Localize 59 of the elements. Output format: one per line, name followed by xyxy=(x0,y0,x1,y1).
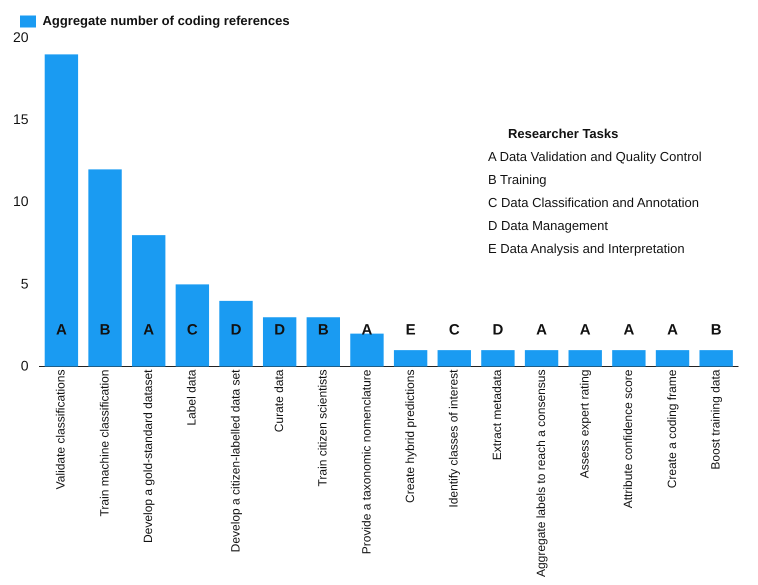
data-label: D xyxy=(492,322,504,339)
x-tick-label: Create hybrid predictions xyxy=(402,370,417,503)
annotation: C Data Classification and Annotation xyxy=(488,194,700,212)
data-label: D xyxy=(230,322,242,339)
bar xyxy=(394,350,428,367)
data-label: A xyxy=(536,322,548,339)
bar xyxy=(176,284,210,367)
bar xyxy=(568,350,602,367)
y-tick-label: 0 xyxy=(20,357,29,374)
data-label: A xyxy=(56,322,67,339)
bar xyxy=(132,235,166,367)
annotation: Researcher Tasks xyxy=(507,125,620,143)
data-label: A xyxy=(580,322,591,339)
x-tick-label: Boost training data xyxy=(708,369,722,470)
bar xyxy=(481,350,515,367)
annotation: A Data Validation and Quality Control xyxy=(488,148,702,166)
data-label: C xyxy=(186,322,198,339)
bar xyxy=(350,334,384,367)
bar xyxy=(524,350,558,367)
bar xyxy=(219,300,253,367)
data-label: B xyxy=(100,322,111,339)
x-tick-label: Curate data xyxy=(272,369,286,432)
data-label: A xyxy=(143,322,154,339)
y-tick-label: 15 xyxy=(12,110,29,127)
data-label: B xyxy=(710,322,722,339)
x-tick-label: Label data xyxy=(184,369,199,426)
x-tick-label: Validate classifications xyxy=(54,370,68,490)
data-label: E xyxy=(406,322,416,339)
annotation: D Data Management xyxy=(488,217,609,235)
bar xyxy=(306,317,340,367)
x-tick-label: Develop a gold-standard dataset xyxy=(141,368,156,543)
x-tick-label: Identify classes of interest xyxy=(446,368,461,508)
y-tick-label: 5 xyxy=(20,275,29,292)
x-tick-label: Aggregate labels to reach a consensus xyxy=(534,370,548,577)
x-tick-label: Attribute confidence score xyxy=(621,369,636,508)
x-tick-label: Extract metadata xyxy=(490,369,504,460)
bar xyxy=(656,350,690,367)
data-label: A xyxy=(623,322,634,339)
data-label: D xyxy=(274,322,286,339)
bar xyxy=(612,350,646,367)
annotation: B Training xyxy=(488,171,548,189)
bar xyxy=(262,317,296,367)
x-tick-label: Assess expert rating xyxy=(578,370,592,478)
x-tick-label: Train machine classification xyxy=(97,370,112,516)
bar xyxy=(88,169,122,367)
x-tick-label: Create a coding frame xyxy=(664,369,679,488)
data-label: A xyxy=(667,322,678,339)
bar xyxy=(438,350,471,367)
bar xyxy=(44,54,78,367)
bar xyxy=(699,350,733,367)
data-label: B xyxy=(318,322,329,339)
x-tick-label: Develop a citizen-labelled data set xyxy=(228,368,242,552)
data-label: C xyxy=(448,322,460,339)
annotation: E Data Analysis and Interpretation xyxy=(488,240,686,258)
y-tick-label: 20 xyxy=(12,28,29,45)
x-tick-label: Provide a taxonomic nomenclature xyxy=(359,369,374,554)
y-tick-label: 10 xyxy=(12,193,29,210)
legend-label: Aggregate number of coding references xyxy=(42,13,290,28)
x-tick-label: Train citizen scientists xyxy=(316,370,330,486)
